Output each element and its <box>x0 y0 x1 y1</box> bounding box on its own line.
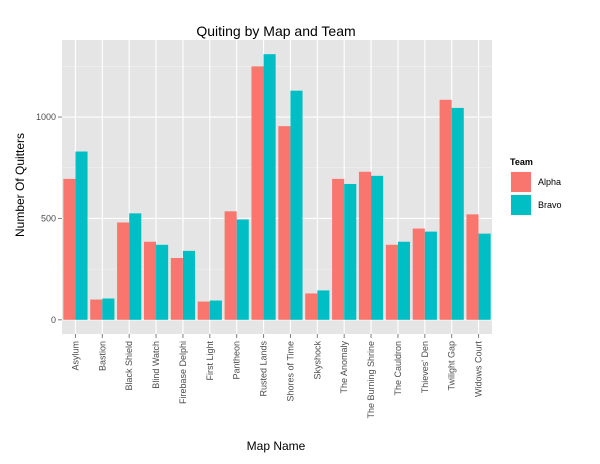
chart-title: Quiting by Map and Team <box>196 23 355 39</box>
bar-bravo <box>371 175 384 320</box>
bar-alpha <box>251 66 264 320</box>
bar-bravo <box>451 107 464 320</box>
bar-bravo <box>317 290 330 320</box>
x-tick-label: Bastion <box>97 341 107 371</box>
x-tick-label: Firebase Delphi <box>178 341 188 404</box>
bar-bravo <box>182 250 196 320</box>
bar-bravo <box>129 213 142 320</box>
bar-alpha <box>197 301 210 320</box>
bar-bravo <box>344 183 357 320</box>
x-tick-label: Thieves' Den <box>420 341 430 393</box>
plot-panel: 0 500 1000 Asylum Bastion Black Shield Blind W… <box>36 40 492 419</box>
y-tick-label: 500 <box>41 213 56 223</box>
bar-alpha <box>358 171 372 320</box>
x-tick-label: Twilight Gap <box>447 341 457 391</box>
x-tick-label: Rusted Lands <box>259 341 269 397</box>
bar-alpha <box>439 99 452 320</box>
legend-swatch-alpha <box>511 172 531 192</box>
bar-alpha <box>224 211 237 320</box>
bar-alpha <box>90 299 103 320</box>
bar-bravo <box>75 151 88 320</box>
bar-alpha <box>170 257 183 320</box>
bar-alpha <box>117 222 130 320</box>
x-tick-label: The Burning Shrine <box>366 341 376 419</box>
bar-alpha <box>278 126 291 320</box>
legend-label-bravo: Bravo <box>538 200 562 210</box>
bar-alpha <box>305 293 318 320</box>
bar-alpha <box>466 214 479 320</box>
x-tick-label: The Cauldron <box>393 341 403 396</box>
x-axis-title: Map Name <box>247 439 306 453</box>
bar-alpha <box>332 178 345 320</box>
legend-title: Team <box>510 157 533 167</box>
bar-bravo <box>397 241 411 320</box>
legend-label-alpha: Alpha <box>538 177 561 187</box>
x-tick-label: Asylum <box>70 341 80 371</box>
x-tick-label: The Anomaly <box>339 341 349 394</box>
bar-alpha <box>385 244 398 320</box>
x-tick-label: First Light <box>205 341 215 381</box>
bar-bravo <box>424 231 437 320</box>
x-tick-label: Pantheon <box>232 341 242 380</box>
x-tick-label: Black Shield <box>124 341 134 391</box>
bar-bravo <box>209 300 222 320</box>
legend: Team Alpha Bravo <box>509 157 562 217</box>
bar-bravo <box>102 298 115 320</box>
bar-bravo <box>263 54 276 320</box>
y-tick-label: 1000 <box>36 112 56 122</box>
y-axis-title: Number Of Quitters <box>13 133 27 237</box>
x-tick-label: Shores of Time <box>285 341 295 402</box>
bar-bravo <box>236 219 249 320</box>
bar-alpha <box>143 241 157 320</box>
bar-alpha <box>412 228 425 320</box>
bar-bravo <box>478 233 491 320</box>
x-tick-label: Blind Watch <box>151 341 161 389</box>
legend-swatch-bravo <box>511 195 531 215</box>
bar-bravo <box>156 244 169 320</box>
bar-alpha <box>63 178 76 320</box>
x-tick-label: Skyshock <box>312 341 322 380</box>
y-tick-label: 0 <box>51 315 56 325</box>
bar-bravo <box>290 90 303 320</box>
x-tick-label: Widows Court <box>474 341 484 398</box>
